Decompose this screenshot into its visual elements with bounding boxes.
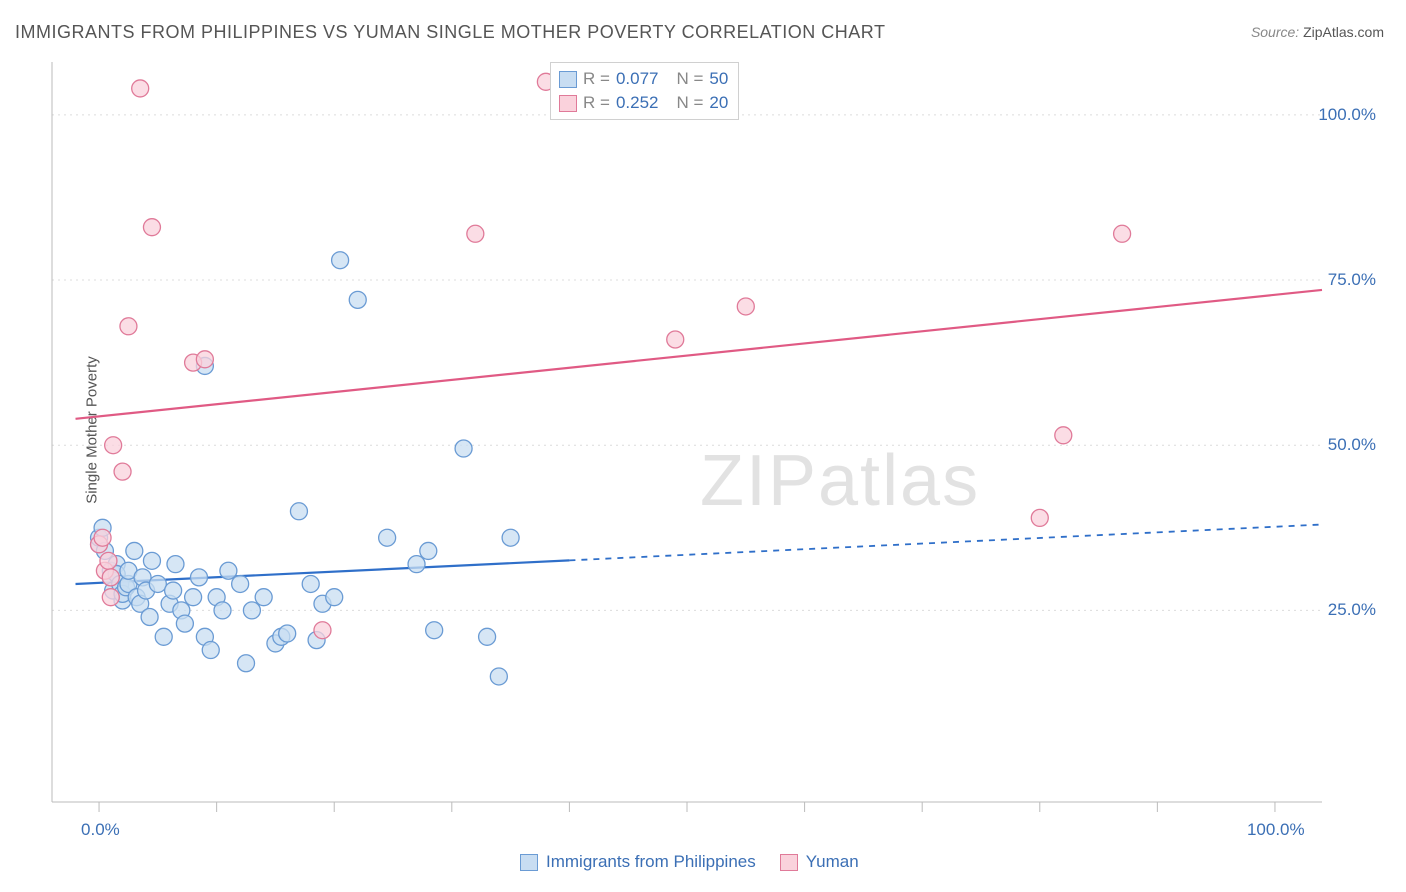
- source-attribution: Source: ZipAtlas.com: [1251, 24, 1384, 40]
- legend-item: Yuman: [780, 852, 859, 872]
- y-tick-label: 100.0%: [1318, 105, 1376, 125]
- x-tick-label: 0.0%: [81, 820, 120, 840]
- r-value: 0.077: [616, 67, 659, 91]
- r-label: R =: [583, 67, 610, 91]
- legend-swatch: [520, 854, 538, 871]
- x-tick-label: 100.0%: [1247, 820, 1305, 840]
- n-value: 20: [709, 91, 728, 115]
- legend-label: Immigrants from Philippines: [546, 852, 756, 872]
- source-label: Source:: [1251, 24, 1299, 40]
- legend-swatch: [780, 854, 798, 871]
- n-value: 50: [709, 67, 728, 91]
- y-tick-label: 25.0%: [1328, 600, 1376, 620]
- correlation-legend: R =0.077 N =50 R =0.252 N =20: [550, 62, 739, 120]
- legend-swatch: [559, 95, 577, 112]
- legend-swatch: [559, 71, 577, 88]
- y-tick-label: 75.0%: [1328, 270, 1376, 290]
- legend-row: R =0.252 N =20: [559, 91, 728, 115]
- plot-area: [44, 56, 1396, 826]
- r-value: 0.252: [616, 91, 659, 115]
- legend-label: Yuman: [806, 852, 859, 872]
- n-label: N =: [676, 91, 703, 115]
- legend-item: Immigrants from Philippines: [520, 852, 756, 872]
- legend-row: R =0.077 N =50: [559, 67, 728, 91]
- n-label: N =: [676, 67, 703, 91]
- y-tick-label: 50.0%: [1328, 435, 1376, 455]
- source-value: ZipAtlas.com: [1303, 24, 1384, 40]
- chart-title: IMMIGRANTS FROM PHILIPPINES VS YUMAN SIN…: [15, 22, 885, 43]
- series-legend: Immigrants from Philippines Yuman: [520, 852, 859, 872]
- r-label: R =: [583, 91, 610, 115]
